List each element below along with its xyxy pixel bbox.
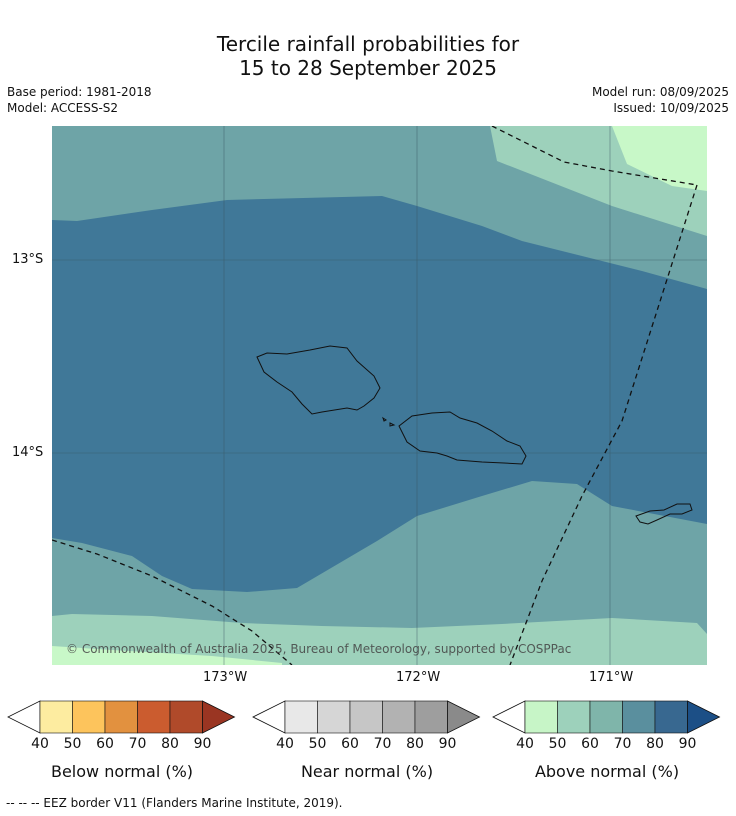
island-savaii [256,345,381,415]
eez-border-east [509,184,698,665]
band-80-main [52,196,707,592]
model-run: Model run: 08/09/2025 [591,85,729,99]
colorbar-near-tick-50: 50 [308,736,327,752]
colorbar-above-tick-70: 70 [613,736,632,752]
colorbar-near-tick-60: 60 [341,736,359,752]
lat-label-14s: 14°S [12,445,44,460]
colorbar-below [7,700,236,734]
colorbar-near-min-arrow [252,700,286,734]
colorbar-above-tick-40: 40 [516,736,534,752]
colorbar-below-max-arrow [202,700,236,734]
colorbar-below-tick-40: 40 [31,736,49,752]
eez-border-top [491,126,698,186]
lon-label-172w: 172°W [396,670,441,685]
band-50-top [612,126,707,191]
model-name: Model: ACCESS-S2 [7,101,119,115]
colorbar-below-tick-90: 90 [193,736,212,752]
colorbar-near-tick-40: 40 [276,736,294,752]
eez-border-west [52,539,293,665]
colorbar-near-label: Near normal (%) [300,762,434,781]
colorbars [7,700,721,734]
colorbar-below-label: Below normal (%) [50,762,194,781]
colorbar-above-bin-4 [654,700,688,734]
island-small-1 [382,416,387,422]
title-line-2: 15 to 28 September 2025 [239,56,497,80]
base-period: Base period: 1981-2018 [7,85,152,99]
band-60-bottom [52,614,707,665]
colorbar-near-tick-90: 90 [438,736,457,752]
colorbar-above-bin-2 [589,700,623,734]
colorbar-above-tick-90: 90 [678,736,697,752]
colorbar-above-tick-60: 60 [581,736,599,752]
colorbar-below-min-arrow [7,700,41,734]
colorbar-above-bin-0 [524,700,558,734]
colorbar-above-bin-1 [557,700,591,734]
colorbar-above-max-arrow [687,700,721,734]
colorbar-below-tick-60: 60 [96,736,114,752]
colorbar-near-bin-0 [284,700,318,734]
colorbar-below-bin-0 [39,700,73,734]
colorbar-near-tick-80: 80 [406,736,424,752]
colorbar-near-bin-3 [382,700,416,734]
lat-label-13s: 13°S [12,252,44,267]
lon-label-173w: 173°W [203,670,248,685]
title-line-1: Tercile rainfall probabilities for [216,32,520,56]
colorbar-near-max-arrow [447,700,481,734]
colorbar-below-bin-4 [169,700,203,734]
colorbar-above [492,700,721,734]
lon-label-171w: 171°W [589,670,634,685]
colorbar-above-bin-3 [622,700,656,734]
copyright-text: © Commonwealth of Australia 2025, Bureau… [66,642,571,656]
colorbar-near-bin-1 [317,700,351,734]
colorbar-near-bin-2 [349,700,383,734]
colorbar-above-tick-50: 50 [548,736,567,752]
colorbar-below-tick-50: 50 [63,736,82,752]
colorbar-below-bin-1 [72,700,106,734]
island-tutuila [635,503,693,525]
issued-date: Issued: 10/09/2025 [613,101,729,115]
island-upolu [398,411,527,465]
colorbar-below-bin-2 [104,700,138,734]
colorbar-near-bin-4 [414,700,448,734]
colorbar-above-tick-80: 80 [646,736,664,752]
colorbar-near [252,700,481,734]
rainfall-map: © Commonwealth of Australia 2025, Bureau… [52,126,707,665]
colorbar-near-tick-70: 70 [373,736,392,752]
footer-eez-note: -- -- -- EEZ border V11 (Flanders Marine… [6,796,343,810]
colorbar-above-min-arrow [492,700,526,734]
island-small-2 [389,422,396,427]
colorbar-below-tick-80: 80 [161,736,179,752]
band-50-bottom [52,646,282,665]
colorbar-below-bin-3 [137,700,171,734]
colorbar-below-tick-70: 70 [128,736,147,752]
colorbar-above-label: Above normal (%) [534,762,680,781]
